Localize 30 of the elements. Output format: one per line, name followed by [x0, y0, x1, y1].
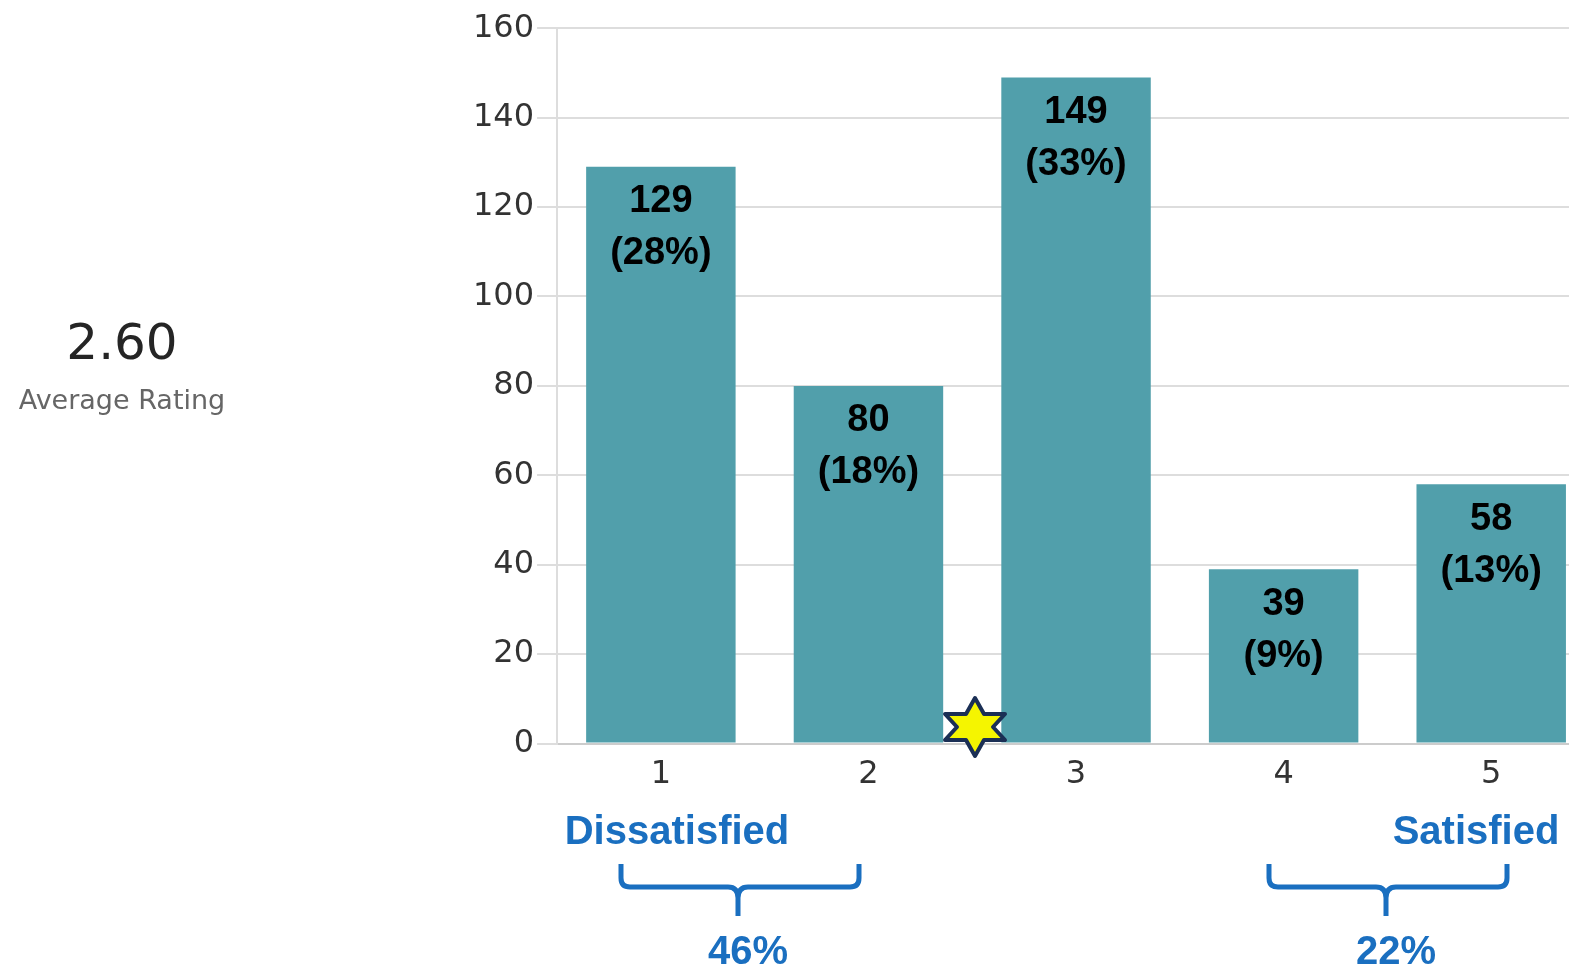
data-label: 58 (13%) [1440, 495, 1542, 590]
data-label: 80 (18%) [817, 397, 920, 492]
x-tick-label: 5 [1481, 753, 1502, 792]
text: 2.60 [66, 313, 178, 371]
y-tick-label: 80 [493, 364, 535, 403]
x-tick-label: 2 [858, 753, 879, 792]
data-label: 129 (28%) [610, 178, 712, 273]
text: 22% [1355, 927, 1437, 973]
text: Satisfied [1392, 807, 1560, 853]
y-tick-label: 20 [493, 632, 535, 671]
y-tick-label: 160 [473, 6, 535, 45]
x-tick-label: 3 [1065, 753, 1087, 792]
y-tick-label: 120 [473, 185, 535, 224]
text: Dissatisfied [564, 807, 790, 853]
text: Average Rating [18, 383, 226, 415]
y-tick-label: 0 [513, 721, 535, 760]
bar [1416, 484, 1566, 743]
bar [1001, 77, 1151, 743]
text: 46% [707, 927, 789, 973]
y-tick-label: 60 [493, 453, 535, 492]
bar [793, 385, 944, 743]
data-label: 39 (9%) [1243, 580, 1324, 675]
data-label: 149 (33%) [1025, 88, 1127, 183]
y-tick-label: 40 [493, 543, 535, 582]
y-tick-label: 140 [473, 95, 535, 134]
x-tick-label: 4 [1273, 753, 1294, 792]
x-tick-label: 1 [650, 753, 672, 792]
y-tick-label: 100 [473, 274, 535, 313]
bar [586, 166, 736, 743]
bar [1208, 569, 1359, 743]
